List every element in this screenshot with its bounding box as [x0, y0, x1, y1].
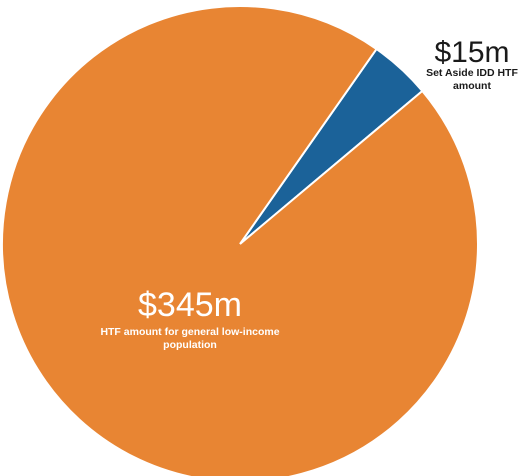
idd-set-aside-value-label: $15m — [434, 36, 510, 69]
general-population-caption-label: HTF amount for general low-income popula… — [100, 326, 280, 351]
general-population-value-label: $345m — [138, 286, 242, 324]
pie-slice-general-population — [1, 5, 480, 476]
idd-set-aside-caption-label: Set Aside IDD HTF amount — [426, 67, 518, 92]
